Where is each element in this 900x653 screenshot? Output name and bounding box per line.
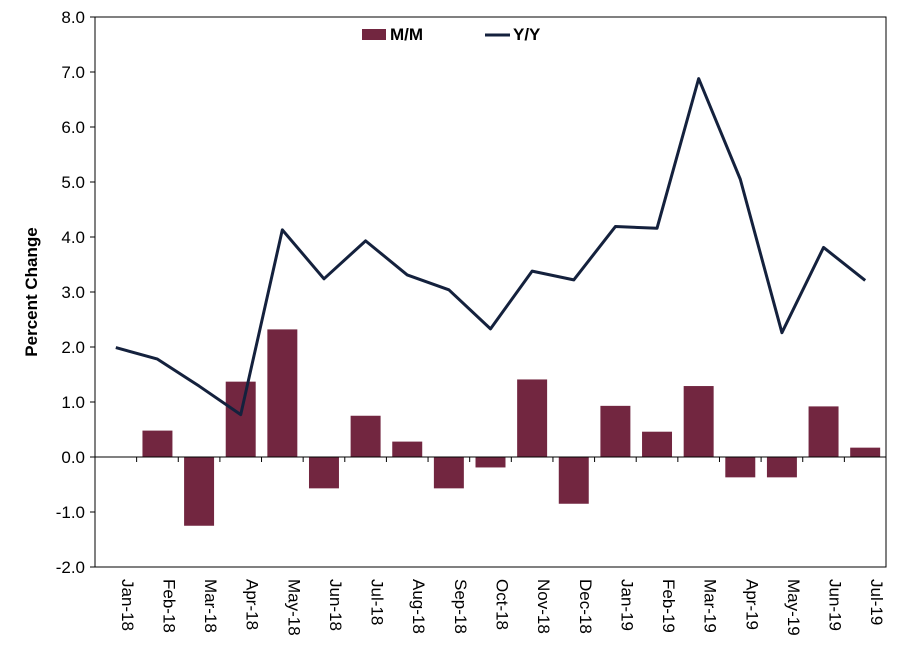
y-tick-label: 3.0 bbox=[61, 283, 85, 302]
y-tick-label: 4.0 bbox=[61, 228, 85, 247]
x-tick-label: Apr-18 bbox=[243, 579, 262, 630]
bar-mm-jul-18 bbox=[350, 415, 381, 457]
legend-label-yy: Y/Y bbox=[513, 25, 541, 44]
bar-mm-feb-19 bbox=[642, 431, 673, 457]
bar-mm-apr-19 bbox=[725, 457, 756, 478]
y-tick-label: 0.0 bbox=[61, 448, 85, 467]
y-axis-title: Percent Change bbox=[22, 227, 41, 356]
x-tick-label: Jan-19 bbox=[617, 579, 636, 631]
legend-label-mm: M/M bbox=[390, 25, 423, 44]
y-tick-label: 8.0 bbox=[61, 8, 85, 27]
x-tick-label: Sep-18 bbox=[451, 579, 470, 634]
x-tick-label: Jul-19 bbox=[867, 579, 886, 625]
yy-series-line bbox=[115, 77, 867, 417]
x-tick-label: Jun-19 bbox=[826, 579, 845, 631]
bar-mm-aug-18 bbox=[392, 441, 423, 457]
x-tick-label: Jul-18 bbox=[368, 579, 387, 625]
x-tick-label: Feb-19 bbox=[659, 579, 678, 633]
y-tick-label: 2.0 bbox=[61, 338, 85, 357]
x-tick-label: Mar-18 bbox=[201, 579, 220, 633]
bar-mm-feb-18 bbox=[142, 430, 173, 457]
bar-mm-jan-19 bbox=[600, 405, 631, 457]
bar-mm-mar-18 bbox=[184, 457, 215, 526]
x-tick-label: Jan-18 bbox=[118, 579, 137, 631]
bar-mm-may-18 bbox=[267, 329, 298, 457]
y-tick-label: -1.0 bbox=[56, 503, 85, 522]
mm-bars bbox=[142, 329, 881, 526]
legend: M/M Y/Y bbox=[362, 25, 541, 44]
bar-mm-mar-19 bbox=[683, 386, 714, 457]
y-tick-label: 1.0 bbox=[61, 393, 85, 412]
bar-mm-dec-18 bbox=[558, 457, 589, 504]
x-tick-label: Dec-18 bbox=[576, 579, 595, 634]
bar-mm-nov-18 bbox=[517, 379, 548, 457]
y-tick-label: 5.0 bbox=[61, 173, 85, 192]
y-tick-labels: -2.0 -1.0 0.0 1.0 2.0 3.0 4.0 5.0 6.0 7.0 8.0 bbox=[56, 8, 95, 577]
bar-mm-jun-18 bbox=[308, 457, 339, 489]
x-tick-label: Mar-19 bbox=[701, 579, 720, 633]
bar-mm-oct-18 bbox=[475, 457, 506, 468]
x-tick-labels: Jan-18 Feb-18 Mar-18 Apr-18 May-18 Jun-18 Jul-… bbox=[118, 579, 886, 636]
x-tick-label: Feb-18 bbox=[159, 579, 178, 633]
bar-mm-jul-19 bbox=[850, 447, 881, 457]
y-tick-label: 6.0 bbox=[61, 118, 85, 137]
bar-mm-apr-18 bbox=[225, 381, 256, 457]
x-tick-marks bbox=[94, 457, 887, 462]
x-tick-label: May-19 bbox=[784, 579, 803, 636]
x-tick-label: Jun-18 bbox=[326, 579, 345, 631]
x-tick-label: May-18 bbox=[284, 579, 303, 636]
x-tick-label: Aug-18 bbox=[409, 579, 428, 634]
legend-swatch-mm bbox=[362, 29, 386, 40]
x-tick-label: Apr-19 bbox=[742, 579, 761, 630]
bar-mm-jun-19 bbox=[808, 406, 839, 457]
y-tick-label: -2.0 bbox=[56, 558, 85, 577]
y-tick-label: 7.0 bbox=[61, 63, 85, 82]
x-tick-label: Nov-18 bbox=[534, 579, 553, 634]
bar-mm-may-19 bbox=[766, 457, 797, 478]
bar-mm-sep-18 bbox=[433, 457, 464, 489]
x-tick-label: Oct-18 bbox=[493, 579, 512, 630]
